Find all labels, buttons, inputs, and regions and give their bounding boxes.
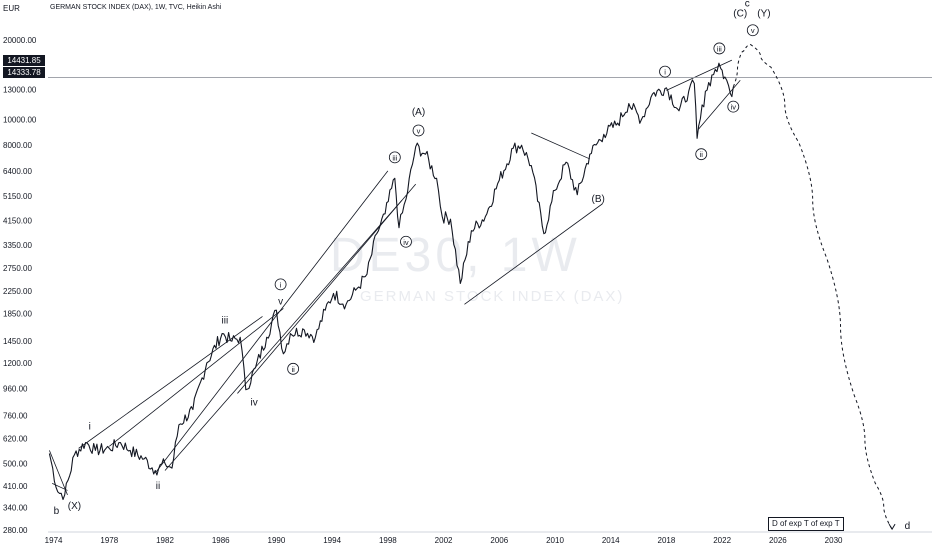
wave-label: ii [700,150,704,159]
wave-label: i [664,68,666,77]
price-badge-last: 14333.78 [3,67,45,78]
price-line [48,62,734,501]
wave-circle [412,124,425,137]
x-tick-label: 2026 [769,536,787,545]
x-tick-label: 2018 [658,536,676,545]
x-tick-label: 1990 [268,536,286,545]
trendline [164,200,403,471]
wave-circle [713,42,726,55]
wave-annotations: b (X)iiiiiiivviiiiiiiv(A)v(B)iiiiiiivc(C)… [54,0,911,532]
x-tick-label: 2030 [825,536,843,545]
x-tick-label: 1994 [323,536,341,545]
price-series [48,62,734,501]
wave-circle [695,148,708,161]
projection-arrow [888,523,896,531]
trendline [49,450,68,496]
wave-label: (Y) [757,9,770,20]
x-tick-label: 1974 [45,536,63,545]
wave-circle [388,151,401,164]
x-tick-label: 1978 [100,536,118,545]
x-tick-label: 1982 [156,536,174,545]
y-tick-label: 6400.00 [3,167,32,176]
watermark-subtitle: GERMAN STOCK INDEX (DAX) [360,288,625,305]
y-tick-label: 340.00 [3,504,28,513]
y-tick-label: 280.00 [3,526,28,535]
y-tick-label: 10000.00 [3,116,37,125]
wave-label: iv [731,103,737,112]
y-tick-label: 760.00 [3,411,28,420]
wave-circle [274,278,287,291]
x-tick-label: 2002 [435,536,453,545]
x-tick-label: 2006 [490,536,508,545]
trendline [109,308,284,447]
y-tick-label: 2750.00 [3,264,32,273]
wave-circle [746,24,759,37]
wave-label: d [905,521,911,532]
y-tick-label: 4150.00 [3,217,32,226]
trendlines [49,59,741,496]
y-tick-label: 1450.00 [3,337,32,346]
y-axis: 20000.00 13000.00 10000.00 8000.00 6400.00 51… [3,36,37,535]
x-tick-label: 2022 [713,536,731,545]
x-tick-label: 2014 [602,536,620,545]
y-tick-label: 20000.00 [3,36,37,45]
y-tick-label: 3350.00 [3,241,32,250]
y-tick-label: 410.00 [3,482,28,491]
trendline [531,132,590,160]
wave-circle [659,65,671,78]
x-tick-label: 2010 [546,536,564,545]
wave-label: iii [717,44,722,53]
wave-label: v [278,296,283,307]
wave-label: i [89,421,91,432]
wave-label: v [751,26,755,35]
wave-label: v [417,126,421,135]
y-tick-label: 960.00 [3,385,28,394]
wave-label: ii [291,365,295,374]
wave-label: c [745,0,750,10]
y-tick-label: 8000.00 [3,141,32,150]
y-tick-label: 5150.00 [3,192,32,201]
y-tick-label: 2250.00 [3,287,32,296]
unit-label: EUR [3,4,20,13]
x-axis: 1974 1978 1982 1986 1990 1994 1998 2002 2006 2010… [45,531,932,545]
wave-label: (B) [592,194,605,205]
x-tick-label: 1998 [379,536,397,545]
trendline [464,203,603,305]
x-tick-label: 1986 [212,536,230,545]
wave-label: (A) [412,107,425,118]
y-tick-label: 1850.00 [3,309,32,318]
note-box: D of exp T of exp T [768,517,844,531]
wave-label: ii [156,481,160,492]
chart-title: GERMAN STOCK INDEX (DAX), 1W, TVC, Heiki… [50,4,222,11]
wave-circle [727,100,740,113]
y-tick-label: 13000.00 [3,86,37,95]
wave-label: (X) [68,501,81,512]
trendline [237,183,417,394]
wave-circle [287,362,300,375]
projection-path [732,43,893,530]
wave-label: iii [222,315,229,326]
wave-label: b [54,506,60,517]
wave-label: iv [403,238,409,247]
wave-label: (C) [733,9,747,20]
wave-label: i [280,280,282,289]
y-tick-label: 500.00 [3,459,28,468]
price-badge-high: 14431.85 [3,55,45,66]
projection [732,43,896,531]
trendline [666,59,733,91]
wave-label: iv [251,398,258,409]
y-tick-label: 620.00 [3,435,28,444]
wave-circle [400,235,412,248]
wave-label: iii [392,153,397,162]
trendline [78,316,263,449]
y-tick-label: 1200.00 [3,359,32,368]
